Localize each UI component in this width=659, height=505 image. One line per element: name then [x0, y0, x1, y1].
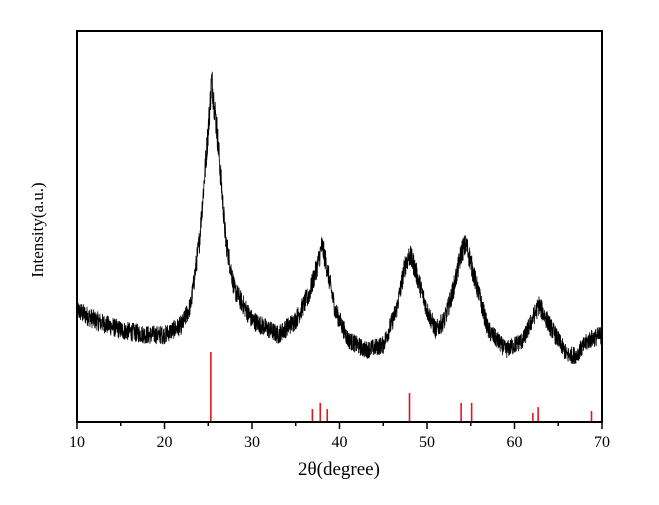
x-tick-label: 20	[157, 434, 173, 451]
x-tick-label: 30	[244, 434, 260, 451]
x-tick-label: 60	[507, 434, 523, 451]
x-axis-label: 2θ(degree)	[298, 459, 380, 480]
plot-frame	[76, 30, 603, 423]
x-axis-ticks: 10 20 30 40 50 60 70	[69, 422, 610, 451]
measured-pattern	[76, 71, 603, 364]
pattern-line	[76, 71, 603, 364]
x-tick-label: 40	[332, 434, 348, 451]
x-tick-label: 70	[594, 434, 610, 451]
y-axis-label: Intensity(a.u.)	[28, 182, 47, 277]
reference-peaks	[210, 352, 593, 422]
x-tick-label: 10	[69, 434, 85, 451]
x-tick-label: 50	[419, 434, 435, 451]
